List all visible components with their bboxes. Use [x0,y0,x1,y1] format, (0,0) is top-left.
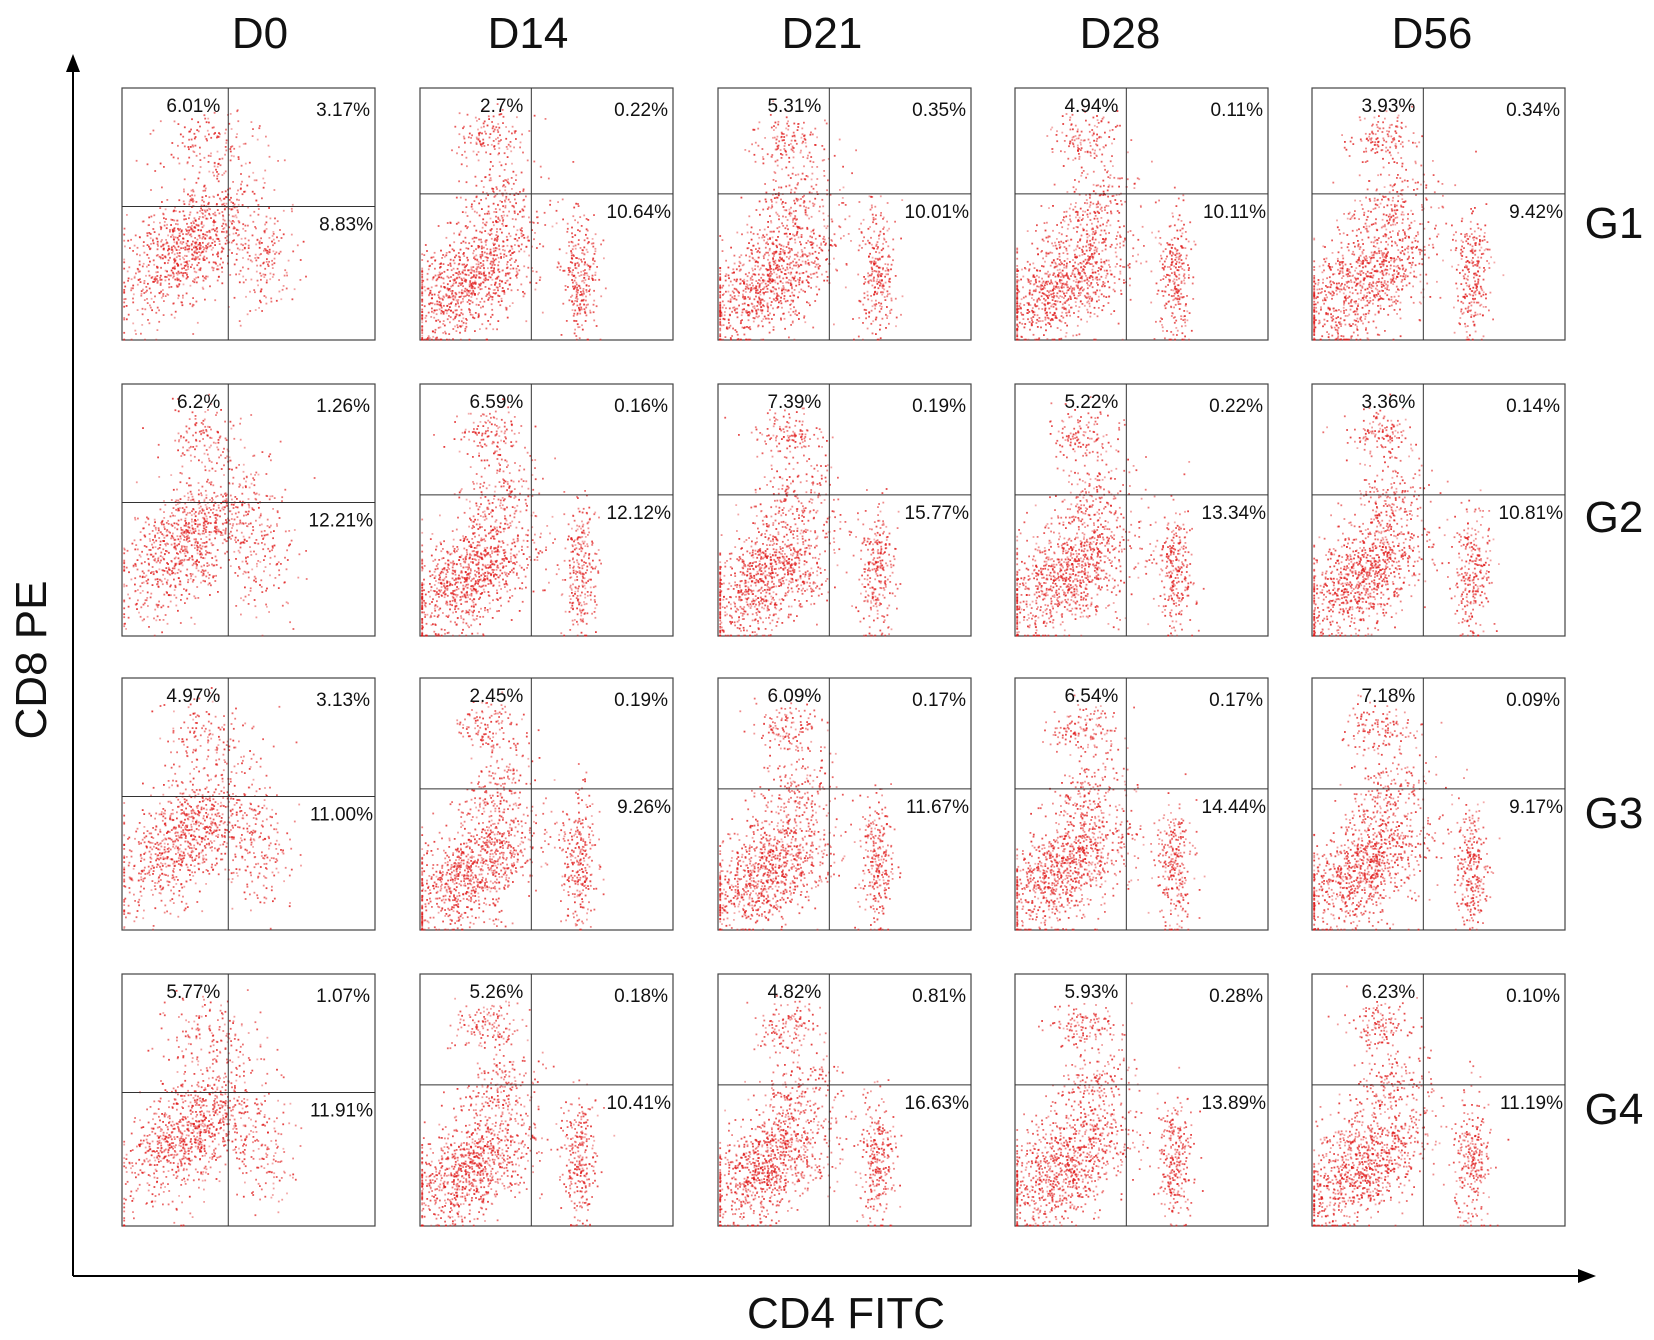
scatter-panel: 4.97% 3.13% 11.00% [122,678,375,931]
scatter-panel: 5.93% 0.28% 13.89% [1015,974,1268,1227]
scatter-panel: 7.39% 0.19% 15.77% [718,384,971,637]
upper-left-percentage: 4.94% [1064,96,1118,117]
flow-cytometry-figure: CD4 FITC CD8 PE D0 D14 D21 D28 D56 G1G2G3G4 … [0,0,1654,1340]
upper-right-percentage: 0.35% [912,100,966,121]
upper-right-percentage: 3.17% [316,100,370,121]
upper-right-percentage: 0.09% [1506,690,1560,711]
row-labels: G1 G2 G3 G4 [1585,199,1644,1134]
y-axis-title: CD8 PE [7,581,56,740]
upper-left-percentage: 3.36% [1361,392,1415,413]
column-labels: D0 D14 D21 D28 D56 [232,9,1472,58]
scatter-panel: 5.31% 0.35% 10.01% [718,88,971,341]
scatter-panel: 5.26% 0.18% 10.41% [420,974,673,1227]
upper-left-percentage: 5.77% [166,982,220,1003]
upper-left-percentage: 5.93% [1064,982,1118,1003]
column-label: D28 [1080,9,1161,58]
upper-right-percentage: 0.17% [912,690,966,711]
scatter-panel: 6.23% 0.10% 11.19% [1312,974,1565,1227]
upper-right-percentage: 0.28% [1209,986,1263,1007]
upper-left-percentage: 4.82% [767,982,821,1003]
scatter-panel: 3.36% 0.14% 10.81% [1312,384,1565,637]
upper-right-percentage: 0.18% [614,986,668,1007]
lower-right-percentage: 8.83% [319,214,373,235]
upper-left-percentage: 2.7% [480,96,523,117]
lower-right-percentage: 12.21% [309,510,374,531]
row-label: G2 [1585,493,1644,542]
lower-right-percentage: 10.41% [607,1093,672,1114]
upper-right-percentage: 0.22% [614,100,668,121]
scatter-panel: 4.82% 0.81% 16.63% [718,974,971,1227]
upper-left-percentage: 5.26% [469,982,523,1003]
lower-right-percentage: 13.34% [1202,503,1267,524]
upper-left-percentage: 3.93% [1361,96,1415,117]
upper-left-percentage: 7.18% [1361,686,1415,707]
upper-right-percentage: 0.16% [614,396,668,417]
upper-right-percentage: 0.10% [1506,986,1560,1007]
lower-right-percentage: 10.11% [1203,202,1266,223]
scatter-panel: 6.2% 1.26% 12.21% [122,384,375,637]
upper-left-percentage: 6.2% [177,392,220,413]
upper-right-percentage: 0.22% [1209,396,1263,417]
x-axis-title: CD4 FITC [747,1289,945,1338]
lower-right-percentage: 11.67% [906,797,969,818]
scatter-panel: 2.45% 0.19% 9.26% [420,678,673,931]
lower-right-percentage: 14.44% [1202,797,1267,818]
row-label: G1 [1585,199,1644,248]
upper-left-percentage: 6.23% [1361,982,1415,1003]
scatter-panel: 7.18% 0.09% 9.17% [1312,678,1565,931]
upper-left-percentage: 2.45% [469,686,523,707]
row-label: G4 [1585,1085,1644,1134]
scatter-panel: 6.54% 0.17% 14.44% [1015,678,1268,931]
lower-right-percentage: 10.64% [607,202,672,223]
upper-left-percentage: 6.54% [1064,686,1118,707]
lower-right-percentage: 10.81% [1499,503,1564,524]
scatter-panel: 4.94% 0.11% 10.11% [1015,88,1268,341]
lower-right-percentage: 11.91% [310,1100,373,1121]
column-label: D56 [1392,9,1473,58]
scatter-panel: 6.01% 3.17% 8.83% [122,88,375,341]
scatter-panel: 2.7% 0.22% 10.64% [420,88,673,341]
upper-left-percentage: 6.01% [166,96,220,117]
upper-left-percentage: 6.09% [767,686,821,707]
upper-left-percentage: 7.39% [767,392,821,413]
upper-right-percentage: 3.13% [316,690,370,711]
upper-right-percentage: 0.17% [1209,690,1263,711]
lower-right-percentage: 9.42% [1509,202,1563,223]
upper-right-percentage: 1.07% [316,986,370,1007]
scatter-panel: 3.93% 0.34% 9.42% [1312,88,1565,341]
lower-right-percentage: 9.26% [617,797,671,818]
upper-right-percentage: 0.34% [1506,100,1560,121]
upper-right-percentage: 0.19% [614,690,668,711]
x-axis-arrow [1578,1269,1596,1283]
row-label: G3 [1585,789,1644,838]
upper-left-percentage: 5.31% [767,96,821,117]
scatter-panel: 6.09% 0.17% 11.67% [718,678,971,931]
upper-right-percentage: 0.14% [1506,396,1560,417]
lower-right-percentage: 15.77% [905,503,970,524]
upper-right-percentage: 1.26% [316,396,370,417]
panel-grid: 6.01% 3.17% 8.83% 2.7% 0.22% 10.64% 5.31% 0.35%… [122,88,1565,1227]
upper-right-percentage: 0.81% [912,986,966,1007]
lower-right-percentage: 11.19% [1500,1093,1563,1114]
column-label: D0 [232,9,288,58]
upper-left-percentage: 4.97% [166,686,220,707]
upper-right-percentage: 0.11% [1211,100,1264,121]
column-label: D21 [782,9,863,58]
lower-right-percentage: 16.63% [905,1093,970,1114]
lower-right-percentage: 10.01% [905,202,970,223]
upper-right-percentage: 0.19% [912,396,966,417]
upper-left-percentage: 6.59% [469,392,523,413]
lower-right-percentage: 12.12% [607,503,672,524]
lower-right-percentage: 13.89% [1202,1093,1267,1114]
scatter-panel: 5.77% 1.07% 11.91% [122,974,375,1227]
column-label: D14 [488,9,569,58]
lower-right-percentage: 11.00% [310,804,373,825]
upper-left-percentage: 5.22% [1064,392,1118,413]
lower-right-percentage: 9.17% [1509,797,1563,818]
y-axis-arrow [66,54,80,72]
scatter-panel: 5.22% 0.22% 13.34% [1015,384,1268,637]
scatter-panel: 6.59% 0.16% 12.12% [420,384,673,637]
